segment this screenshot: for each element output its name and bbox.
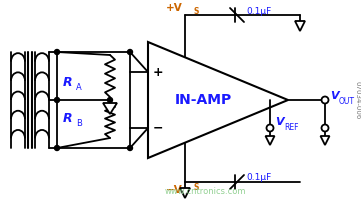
- Text: B: B: [76, 118, 82, 128]
- Text: V: V: [275, 117, 284, 127]
- Text: REF: REF: [284, 122, 299, 132]
- Bar: [57, 52, 130, 148]
- Text: A: A: [76, 82, 82, 92]
- Text: +V: +V: [166, 3, 183, 13]
- Text: +: +: [153, 66, 163, 78]
- Text: 07034-006: 07034-006: [354, 81, 360, 119]
- Text: −V: −V: [166, 185, 183, 195]
- Text: V: V: [330, 91, 339, 101]
- Polygon shape: [321, 136, 330, 145]
- Text: S: S: [193, 182, 199, 192]
- Circle shape: [127, 49, 132, 54]
- Text: R: R: [63, 75, 73, 88]
- Polygon shape: [148, 42, 288, 158]
- Text: 0.1μF: 0.1μF: [246, 173, 271, 182]
- Text: www.cntronics.com: www.cntronics.com: [164, 188, 246, 196]
- Polygon shape: [295, 21, 305, 31]
- Text: R: R: [63, 112, 73, 124]
- Circle shape: [266, 124, 274, 132]
- Text: S: S: [193, 6, 199, 16]
- Polygon shape: [180, 188, 190, 198]
- Text: −: −: [153, 121, 163, 134]
- Polygon shape: [103, 103, 117, 114]
- Circle shape: [127, 146, 132, 150]
- Polygon shape: [265, 136, 274, 145]
- Text: OUT: OUT: [339, 98, 355, 106]
- Circle shape: [55, 146, 60, 150]
- Text: IN-AMP: IN-AMP: [174, 93, 232, 107]
- Circle shape: [322, 97, 329, 104]
- Circle shape: [55, 49, 60, 54]
- Text: 0.1μF: 0.1μF: [246, 6, 271, 16]
- Circle shape: [108, 98, 113, 102]
- Circle shape: [322, 124, 329, 132]
- Circle shape: [55, 98, 60, 102]
